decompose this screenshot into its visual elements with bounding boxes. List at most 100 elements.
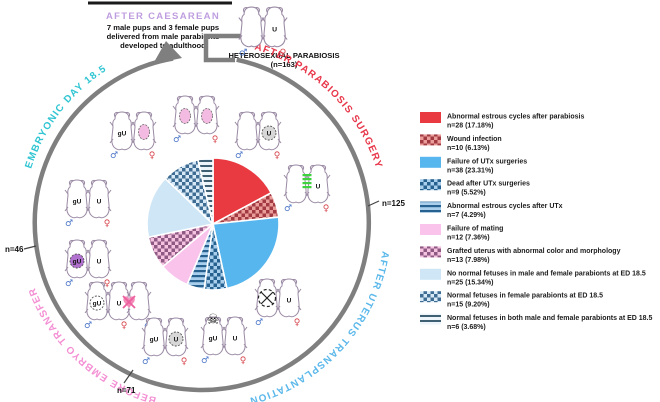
uterus-circle-icon [168,331,184,347]
mouse-paw-icon [126,291,131,297]
male-symbol-icon: ♂ [65,219,73,229]
caesarean-note-line2: delivered from male parabionts [107,32,220,41]
legend-swatch [420,291,441,303]
female-symbol-icon: ♀ [294,318,301,328]
grafted-uterus-label: gU [118,131,127,138]
grafted-uterus-label: gU [93,301,102,308]
grafted-uterus-label: gU [73,259,82,266]
count-bottom: n=71 [117,386,136,395]
cycle-entry-bracket [203,33,258,63]
male-symbol-icon: ♂ [201,356,209,366]
count-right: n=125 [382,199,405,208]
mouse-paw-icon [275,288,280,294]
legend-swatch [420,268,441,280]
legend-label: Dead after UTx surgeries [447,181,530,188]
mouse-paw-icon [234,138,239,144]
mouse-paw-icon [297,305,302,311]
mouse-paw-icon [277,138,282,144]
legend-count: n=28 (17.18%) [447,123,494,130]
legend-label: No normal fetuses in male and female par… [447,270,646,277]
legend-item: Normal fetuses in female parabionts at E… [420,291,603,309]
mice-mating-failure: ♥gUU♂♀♂ [84,281,152,331]
pie-slice [212,157,273,226]
legend-swatch [420,134,441,146]
mouse-body-icon [88,179,110,219]
mouse-paw-icon [184,344,189,350]
mouse-body-icon [307,164,329,204]
mouse-paw-icon [256,121,261,127]
mice-parabiosis-junction-green: U ♂ ♀ [283,164,331,214]
mouse-body-icon [224,316,246,356]
grafted-uterus-highlight-icon [69,253,85,269]
male-symbol-icon: ♂ [142,357,150,367]
mouse-paw-icon [254,305,259,311]
mouse-illustrations: U♂♀gU♂♀♂♀U♂♀U♂♀gUU♂♀gUU♂♀♥gUU♂♀♂gUU♂♀☠gU… [64,6,331,367]
male-symbol-icon: ♂ [173,135,181,145]
parabiosis-junction-icon [302,186,312,189]
male-symbol-icon: ♂ [65,279,73,289]
mouse-paw-icon [64,249,69,255]
tick-right [367,200,380,207]
mouse-paw-icon [163,327,168,333]
mouse-paw-icon [234,121,239,127]
stage-label-after-uterus-transplantation: AFTER UTERUS TRANSPLANTATION [248,250,391,402]
mouse-paw-icon [243,326,248,332]
mouse-paw-icon [84,291,89,297]
legend-count: n=6 (3.68%) [447,324,486,331]
mouse-body-icon [111,111,133,151]
mice-gu-purple-circle: gU U ♂ ♀ [64,239,112,289]
female-symbol-icon: ♀ [323,204,330,214]
mouse-body-icon [202,316,224,356]
mouse-paw-icon [254,288,259,294]
mouse-paw-icon [85,249,90,255]
legend-label: Normal fetuses in female parabionts at E… [447,293,603,300]
uterus-circle-icon [261,125,277,141]
mouse-paw-icon [172,105,177,111]
mice-u-gray-circle: U ♂ ♀ [234,111,282,161]
mice-heterosexual-parabiosis: U ♂ ♀ [238,6,288,58]
mouse-paw-icon [86,189,91,195]
legend-item: No normal fetuses in male and female par… [420,268,646,286]
legend-count: n=13 (7.98%) [447,257,490,264]
legend-count: n=38 (23.31%) [447,167,494,174]
female-symbol-icon: ♀ [121,321,128,331]
female-symbol-icon: ♀ [212,135,219,145]
male-symbol-icon: ♂ [84,321,92,331]
mice-gu-u-dotted-circle: gU U ♂ ♀ [141,317,189,367]
pie-slice [196,157,214,225]
female-symbol-icon: ♀ [274,151,281,161]
uterus-label: U [97,259,102,266]
mouse-paw-icon [277,121,282,127]
legend-count: n=12 (7.36%) [447,235,490,242]
mice-ovaries-highlighted: ♂ ♀ [172,95,220,145]
after-caesarean-title: AFTER CAESAREAN [106,11,220,22]
mouse-body-icon [240,6,263,48]
uterus-label: U [287,298,292,305]
grafted-uterus-label: gU [150,337,159,344]
mouse-paw-icon [86,266,91,272]
cycle-ring [32,56,371,393]
mouse-paw-icon [238,17,243,23]
tick-bottom [123,369,134,384]
uterus-highlight-icon [138,124,150,140]
legend-count: n=25 (15.34%) [447,279,494,286]
uterus-highlight-icon [179,108,191,124]
legend-swatch [420,112,441,123]
mouse-paw-icon [152,138,157,144]
mouse-paw-icon [326,191,331,197]
count-left: n=46 [5,245,24,254]
mouse-paw-icon [215,105,220,111]
mouse-paw-icon [107,249,112,255]
mouse-paw-icon [109,121,114,127]
legend-label: Grafted uterus with abnormal color and m… [447,248,621,255]
mouse-paw-icon [64,266,69,272]
male-symbol-icon: ♂ [235,151,243,161]
mouse-paw-icon [261,17,266,23]
mouse-body-icon [143,317,165,357]
legend: Abnormal estrous cycles after parabiosis… [420,112,652,331]
mouse-paw-icon [276,288,281,294]
legend-count: n=9 (5.52%) [447,190,486,197]
mouse-body-icon [108,281,130,321]
heterosexual-parabiosis-count: (n=163) [271,60,298,69]
